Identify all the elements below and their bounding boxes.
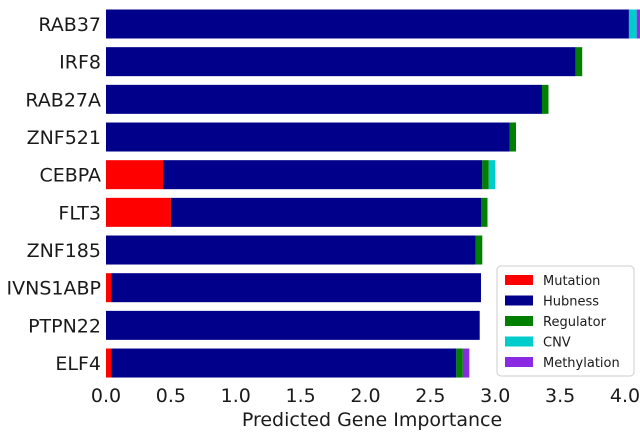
x-tick-label: 0.5 (156, 385, 186, 407)
legend-label-cnv: CNV (543, 336, 571, 351)
x-tick-label: 1.5 (286, 385, 316, 407)
bar-elf4-hubness (111, 348, 457, 378)
legend-swatch-mutation (505, 275, 533, 285)
x-tick-label: 3.0 (480, 385, 510, 407)
x-tick-label: 2.0 (350, 385, 380, 407)
category-labels: RAB37 IRF8 RAB27A ZNF521 CEBPA FLT3 ZNF185 IVNS… (7, 14, 101, 375)
category-label-ivns1abp: IVNS1ABP (7, 278, 101, 300)
legend-label-methylation: Methylation (543, 356, 620, 371)
category-label-znf521: ZNF521 (27, 127, 101, 149)
bar-cebpa-cnv (488, 160, 496, 190)
bar-flt3-hubness (170, 197, 481, 227)
x-tick-label: 1.0 (221, 385, 251, 407)
bar-cebpa-hubness (163, 160, 483, 190)
category-label-irf8: IRF8 (59, 52, 101, 74)
legend-swatch-hubness (505, 295, 533, 306)
bar-flt3-mutation (106, 197, 171, 227)
bar-znf185-regulator (475, 235, 483, 265)
x-tick-label: 2.5 (415, 385, 445, 407)
legend-swatch-regulator (505, 316, 533, 326)
legend-label-regulator: Regulator (543, 315, 607, 330)
bar-elf4-methylation (462, 348, 470, 378)
bar-znf185-hubness (106, 235, 476, 265)
bar-znf521-hubness (106, 122, 510, 152)
bar-cebpa-regulator (482, 160, 489, 190)
bar-elf4-regulator (456, 348, 463, 378)
bar-cebpa-mutation (106, 160, 164, 190)
bar-rab37-hubness (106, 9, 629, 39)
bars-layer (106, 9, 640, 378)
legend-swatch-methylation (505, 357, 533, 367)
x-axis-ticks: 0.0 0.5 1.0 1.5 2.0 2.5 3.0 3.5 4.0 (91, 385, 640, 407)
bar-rab37-cnv (628, 9, 637, 39)
x-axis-title: Predicted Gene Importance (242, 409, 502, 431)
legend-frame (496, 265, 635, 377)
bar-irf8-hubness (106, 47, 576, 77)
legend-swatch-cnv (505, 336, 533, 347)
category-label-rab37: RAB37 (38, 14, 101, 36)
bar-irf8-regulator (575, 47, 583, 77)
category-label-znf185: ZNF185 (27, 240, 101, 262)
bar-ivns1abp-mutation (106, 273, 112, 303)
bar-flt3-regulator (481, 197, 488, 227)
bar-ptpn22-hubness (106, 310, 480, 340)
bar-znf521-regulator (509, 122, 517, 152)
bar-elf4-mutation (106, 348, 112, 378)
bar-rab27a-regulator (541, 84, 549, 114)
bar-ivns1abp-hubness (111, 273, 481, 303)
category-label-flt3: FLT3 (58, 202, 101, 224)
legend-label-hubness: Hubness (543, 295, 599, 310)
x-tick-label: 3.5 (545, 385, 575, 407)
bar-rab27a-hubness (106, 84, 542, 114)
legend: Mutation Hubness Regulator CNV Methylation (496, 265, 635, 377)
x-tick-label: 0.0 (91, 385, 121, 407)
x-tick-label: 4.0 (610, 385, 640, 407)
category-label-elf4: ELF4 (55, 353, 101, 375)
category-label-rab27a: RAB27A (25, 89, 101, 111)
legend-label-mutation: Mutation (543, 274, 600, 289)
category-label-ptpn22: PTPN22 (28, 315, 101, 337)
category-label-cebpa: CEBPA (39, 165, 101, 187)
bar-rab37-methylation (636, 9, 640, 39)
